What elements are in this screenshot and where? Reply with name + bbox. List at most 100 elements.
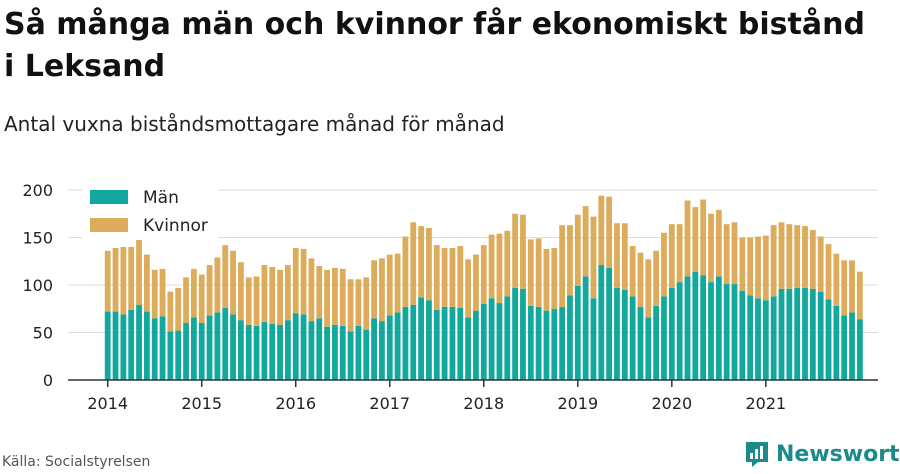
bar-women [559,225,566,307]
bar-men [136,304,142,380]
bar-men [418,297,424,380]
bar-women [347,279,354,332]
bar-men [449,306,456,380]
bar-men [371,318,377,380]
bar-men [143,311,150,380]
bar-men [770,296,777,380]
bar-women [747,237,754,296]
bar-women [606,196,613,268]
bar-men [316,318,323,380]
bar-women [143,254,150,312]
bar-women [833,253,840,306]
bar-men [230,314,236,380]
bar-men [661,296,667,380]
bar-women [473,254,479,311]
bar-men [747,295,754,380]
bar-women [825,244,832,300]
bar-women [120,247,127,315]
bar-women [762,235,769,301]
bar-women [324,269,330,327]
bar-men [300,314,307,380]
bar-women [151,269,158,319]
bar-men [245,324,252,380]
bar-men [708,282,714,380]
x-tick-label: 2020 [651,394,692,413]
bar-men [629,296,636,380]
bar-women [520,214,526,289]
bar-men [308,321,315,380]
bar-men [567,295,573,380]
bar-women [253,276,260,326]
bar-men [167,331,174,380]
bar-women [590,216,597,299]
bar-men [426,300,432,380]
bar-women [285,265,291,321]
bar-men [112,311,119,380]
bar-men [715,276,722,380]
bar-men [802,287,808,380]
x-tick-label: 2017 [369,394,410,413]
bar-men [277,324,283,380]
bar-women [809,229,816,289]
bar-women [778,222,785,289]
bar-women [308,258,315,322]
bar-men [363,329,370,380]
bar-women [700,199,707,276]
bar-men [786,288,793,380]
stacked-bar-chart: 0 50 100 150 200 2014 2015 2016 2017 2018 2019 2020… [22,181,878,413]
bar-men [794,287,801,380]
bar-men [339,325,346,380]
bar-men [606,267,613,380]
bar-women [245,277,252,325]
newsworthy-logo-icon [746,442,768,467]
bar-women [426,228,432,301]
bar-men [347,331,354,380]
bar-women [543,248,550,311]
bar-men [504,296,511,380]
bar-men [512,287,519,380]
bar-men [574,285,581,380]
bar-women [856,271,863,320]
bar-women [355,279,362,326]
bar-women [433,245,440,310]
bar-men [433,309,440,380]
x-tick-label: 2015 [181,394,222,413]
bar-women [739,237,746,291]
bar-women [206,265,213,316]
bar-men [198,323,205,380]
bar-men [598,265,605,380]
bar-women [237,262,244,321]
bar-women [386,254,393,316]
bar-men [206,315,213,380]
bar-men [692,271,699,380]
bar-women [457,246,464,308]
bar-women [339,268,346,326]
bar-men [237,320,244,380]
bar-men [441,306,448,380]
bar-men [473,310,479,380]
x-tick-label: 2014 [87,394,128,413]
bar-women [167,291,174,332]
bar-men [543,310,550,380]
bar-women [277,269,283,325]
bar-men [355,325,362,380]
bar-men [731,284,738,380]
bar-women [496,233,503,304]
bar-men [285,320,291,380]
bar-women [183,277,189,323]
y-tick-label: 150 [22,229,53,248]
bar-men [480,304,487,380]
bar-men [778,288,785,380]
bar-women [504,230,511,297]
bar-women [692,207,699,272]
x-tick-label: 2016 [275,394,316,413]
y-tick-label: 0 [43,371,53,390]
bar-women [535,238,542,307]
bar-men [394,312,401,380]
chart-subtitle: Antal vuxna biståndsmottagare månad för … [4,112,505,136]
bar-men [496,303,503,380]
bar-women [614,223,620,288]
bar-women [418,226,424,298]
bar-women [637,252,644,307]
bar-men [817,291,824,380]
